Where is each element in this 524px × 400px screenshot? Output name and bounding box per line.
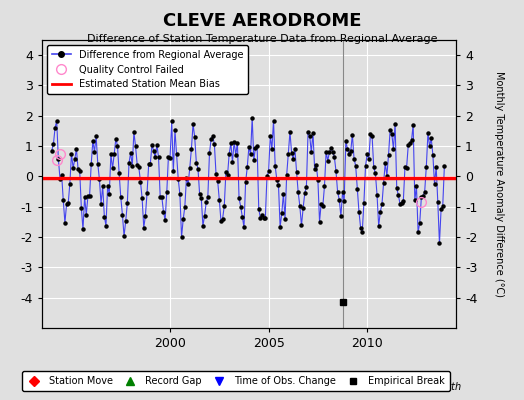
Legend: Station Move, Record Gap, Time of Obs. Change, Empirical Break: Station Move, Record Gap, Time of Obs. C… (22, 372, 450, 391)
Text: Berkeley Earth: Berkeley Earth (389, 382, 461, 392)
Y-axis label: Monthly Temperature Anomaly Difference (°C): Monthly Temperature Anomaly Difference (… (494, 71, 504, 297)
Text: CLEVE AERODROME: CLEVE AERODROME (163, 12, 361, 30)
Text: Difference of Station Temperature Data from Regional Average: Difference of Station Temperature Data f… (87, 34, 437, 44)
Legend: Difference from Regional Average, Quality Control Failed, Estimated Station Mean: Difference from Regional Average, Qualit… (47, 45, 248, 94)
